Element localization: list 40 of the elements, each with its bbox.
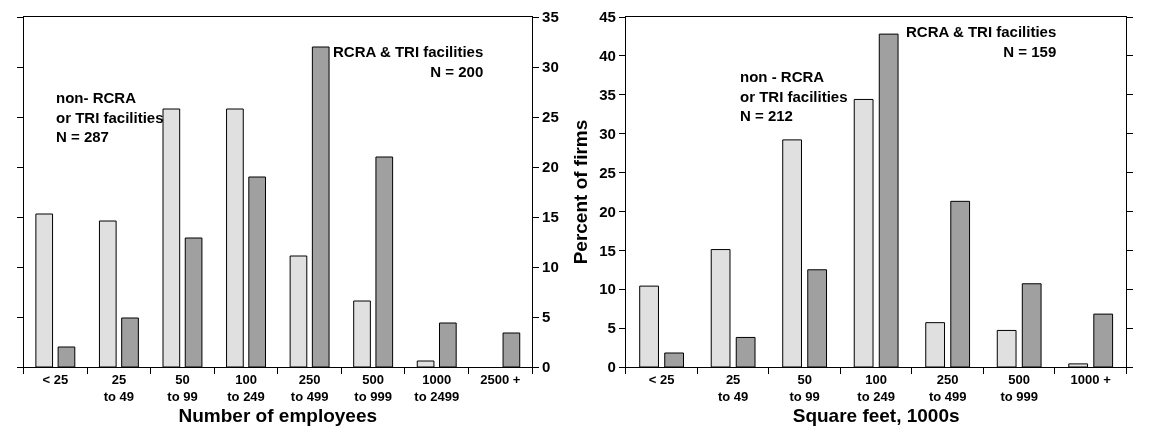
x-tick-label: 500 to 999: [354, 371, 392, 404]
y-tick-label: 35: [542, 8, 559, 26]
y-tick-label: 30: [599, 124, 616, 142]
x-tick-label: < 25: [648, 371, 675, 387]
y-tick-label: 5: [607, 319, 616, 337]
x-tick-label: 250 to 499: [928, 371, 967, 404]
y-tick-label: 40: [599, 47, 616, 65]
y-tick-label: 35: [599, 86, 616, 104]
annotation: non - RCRA or TRI facilities N = 212: [740, 68, 848, 124]
x-tick-label: < 25: [42, 371, 69, 387]
y-tick-label: 25: [599, 163, 616, 181]
x-tick-label: 25 to 49: [103, 371, 135, 404]
x-tick-label: 25 to 49: [717, 371, 749, 404]
x-tick-label: 500 to 999: [1000, 371, 1038, 404]
x-tick-label: 1000 +: [1070, 371, 1112, 387]
y-tick-label: 30: [542, 58, 559, 76]
x-tick-label: 50 to 99: [167, 371, 198, 404]
x-axis-title: Square feet, 1000s: [792, 405, 960, 427]
y-tick-label: 20: [542, 158, 559, 176]
y-tick-label: 15: [542, 208, 559, 226]
y-tick-label: 5: [542, 308, 551, 326]
x-tick-label: 100 to 249: [227, 371, 265, 404]
y-axis-title: Percent of firms: [570, 119, 592, 265]
y-tick-label: 10: [599, 280, 616, 298]
x-tick-label: 100 to 249: [857, 371, 895, 404]
x-tick-label: 50 to 99: [789, 371, 820, 404]
y-tick-label: 45: [599, 8, 616, 26]
y-tick-label: 10: [542, 258, 559, 276]
y-tick-label: 0: [542, 358, 551, 376]
x-axis-title: Number of employees: [178, 405, 378, 427]
x-tick-label: 250 to 499: [290, 371, 329, 404]
annotation: RCRA & TRI facilities N = 159: [906, 23, 1057, 60]
y-tick-label: 20: [599, 202, 616, 220]
annotation: non- RCRA or TRI facilities N = 287: [56, 89, 164, 145]
y-tick-label: 25: [542, 108, 559, 126]
x-tick-label: 2500 +: [480, 371, 521, 387]
y-tick-label: 0: [607, 358, 616, 376]
y-tick-label: 15: [599, 241, 616, 259]
x-tick-label: 1000 to 2499: [414, 371, 460, 404]
annotation: RCRA & TRI facilities N = 200: [333, 43, 484, 80]
